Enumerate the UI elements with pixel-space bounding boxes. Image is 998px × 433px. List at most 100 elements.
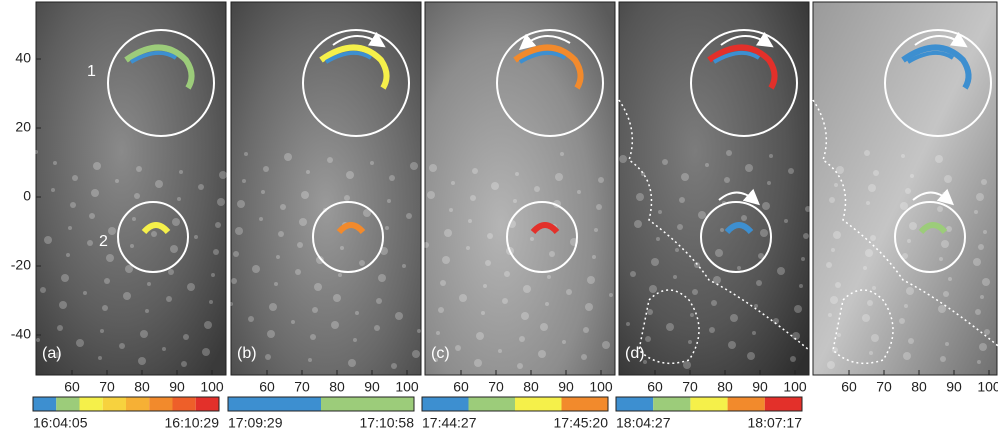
speck: [760, 229, 768, 237]
speck: [485, 260, 491, 266]
speck: [900, 202, 908, 210]
speck: [562, 340, 566, 344]
speck: [867, 300, 873, 306]
speck: [873, 170, 879, 176]
speck: [504, 271, 510, 277]
speck: [769, 154, 773, 158]
x-tick-label: 90: [946, 379, 962, 395]
speck: [57, 325, 63, 331]
colorbar-segment: [515, 397, 562, 411]
speck: [151, 231, 157, 237]
speck: [907, 239, 911, 243]
speck: [673, 275, 677, 279]
colorbar-segment: [616, 397, 653, 411]
speck: [412, 350, 420, 358]
speck: [406, 213, 412, 219]
speck: [534, 186, 540, 192]
speck: [538, 350, 546, 358]
speck: [863, 266, 867, 270]
speck: [903, 352, 911, 360]
speck: [194, 235, 198, 239]
speck: [754, 304, 758, 308]
speck: [715, 249, 723, 257]
speck: [259, 217, 263, 221]
speck: [168, 269, 174, 275]
x-tick-label: 90: [752, 379, 768, 395]
speck: [658, 210, 662, 214]
x-tick-label: 100: [395, 379, 419, 395]
speck: [937, 206, 943, 212]
speck: [108, 227, 116, 235]
speck: [521, 312, 529, 320]
speck: [301, 191, 309, 199]
colorbar-segment: [728, 397, 765, 411]
speck: [982, 278, 990, 286]
speck: [333, 294, 341, 302]
speck: [306, 170, 310, 174]
x-tick-label: 70: [99, 379, 115, 395]
y-tick-label: -20: [11, 257, 31, 273]
speck: [662, 159, 668, 165]
speck: [596, 204, 602, 210]
speck: [487, 233, 493, 239]
speck: [472, 168, 478, 174]
speck: [711, 300, 717, 306]
speck: [977, 360, 981, 364]
speck: [468, 219, 472, 223]
speck: [547, 275, 551, 279]
colorbar-segment: [690, 397, 727, 411]
speck: [102, 305, 108, 311]
speck: [826, 262, 832, 268]
speck: [834, 183, 838, 187]
colorbar-segment: [103, 397, 126, 411]
speck: [872, 286, 876, 290]
y-tick-label: 0: [23, 188, 31, 204]
speck: [626, 322, 630, 326]
speck: [745, 164, 753, 172]
speck: [346, 171, 354, 179]
speck: [713, 276, 721, 284]
speck: [871, 334, 879, 342]
speck: [801, 257, 805, 261]
speck: [747, 352, 755, 360]
speck: [862, 314, 870, 322]
speck: [331, 321, 339, 329]
speck: [83, 291, 87, 295]
speck: [115, 179, 119, 183]
speck: [436, 331, 440, 335]
y-tick-label: -40: [11, 326, 31, 342]
speck: [566, 289, 572, 295]
speck: [728, 341, 736, 349]
speck: [44, 236, 52, 244]
speck: [790, 356, 796, 362]
speck: [385, 226, 389, 230]
speck: [649, 285, 657, 293]
speck: [868, 184, 876, 192]
speck: [68, 226, 72, 230]
x-tick-label: 60: [453, 379, 469, 395]
x-tick-label: 80: [134, 379, 150, 395]
speck: [476, 332, 484, 340]
speck: [248, 316, 254, 322]
speck: [984, 329, 990, 335]
colorbar-segment: [196, 397, 219, 411]
colorbar-start: 17:44:27: [422, 415, 477, 431]
speck: [560, 152, 564, 156]
colorbar-segment: [562, 397, 609, 411]
colorbar-segment: [33, 397, 56, 411]
speck: [752, 331, 756, 335]
speck: [677, 224, 683, 230]
speck: [651, 258, 659, 266]
speck: [767, 181, 771, 185]
speck: [179, 170, 183, 174]
colorbar-end: 17:45:20: [554, 415, 609, 431]
speck: [217, 198, 225, 206]
colorbar-segment: [228, 397, 321, 411]
speck: [187, 283, 195, 291]
speck: [91, 189, 99, 197]
speck: [975, 309, 981, 315]
speck: [555, 173, 563, 181]
speck: [502, 298, 508, 304]
panel-label: (c): [431, 345, 450, 362]
speck: [788, 168, 794, 174]
